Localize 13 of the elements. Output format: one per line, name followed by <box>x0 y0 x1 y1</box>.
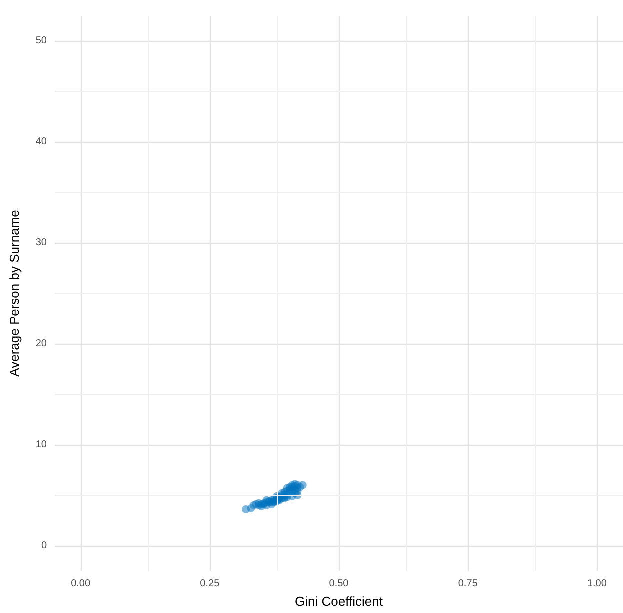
x-tick-label: 0.50 <box>329 578 350 590</box>
y-tick-label: 10 <box>36 439 48 450</box>
y-tick-label: 0 <box>41 540 48 552</box>
x-tick-label: 1.00 <box>587 578 608 590</box>
x-axis-title: Gini Coefficient <box>295 594 384 609</box>
x-tick-label: 0.25 <box>200 578 220 590</box>
y-axis-title: Average Person by Surname <box>7 210 22 377</box>
y-tick-label: 50 <box>36 36 48 47</box>
x-tick-label: 0.00 <box>71 578 91 590</box>
y-tick-label: 40 <box>36 136 48 148</box>
y-tick-label: 20 <box>36 338 48 350</box>
x-tick-label: 0.75 <box>458 578 478 590</box>
y-tick-label: 30 <box>36 238 48 249</box>
